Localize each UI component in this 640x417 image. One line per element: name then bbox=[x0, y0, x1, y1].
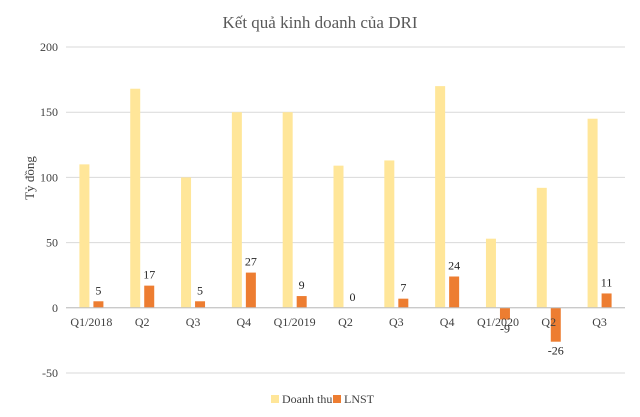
bar-doanh-thu bbox=[130, 88, 141, 308]
x-category-label: Q3 bbox=[186, 315, 201, 329]
bar-doanh-thu bbox=[384, 160, 395, 308]
x-category-label: Q2 bbox=[135, 315, 150, 329]
y-axis-ticks: -50 0 50 100 150 200 bbox=[40, 40, 58, 380]
x-category-label: Q1/2018 bbox=[70, 315, 112, 329]
bar-doanh-thu bbox=[536, 187, 547, 308]
bar-lnst bbox=[499, 307, 510, 320]
bar-lnst bbox=[449, 276, 460, 308]
bar-lnst bbox=[195, 301, 206, 308]
data-label: 11 bbox=[601, 275, 613, 289]
x-category-label: Q4 bbox=[237, 315, 252, 329]
y-tick-label: -50 bbox=[42, 366, 58, 380]
y-tick-label: 150 bbox=[40, 105, 58, 119]
bar-doanh-thu bbox=[333, 165, 344, 308]
data-label: 7 bbox=[400, 281, 406, 295]
bar-doanh-thu bbox=[485, 238, 496, 308]
x-axis-categories: Q1/2018 Q2 Q3 Q4 Q1/2019 Q2 Q3 Q4 Q1/2020 Q2 Q3 bbox=[70, 315, 607, 329]
bar-lnst bbox=[144, 285, 155, 308]
data-label: -9 bbox=[500, 322, 510, 336]
bar-doanh-thu bbox=[231, 112, 242, 308]
data-label: 0 bbox=[350, 290, 356, 304]
bar-lnst bbox=[93, 301, 104, 308]
bar-doanh-thu bbox=[181, 177, 192, 308]
data-label: 5 bbox=[197, 283, 203, 297]
data-labels: 5 17 5 27 9 0 7 24 -9 -26 11 bbox=[95, 255, 612, 358]
data-label: -26 bbox=[548, 344, 564, 358]
bars bbox=[79, 86, 612, 342]
bar-doanh-thu bbox=[79, 164, 90, 308]
legend-swatch bbox=[271, 395, 279, 403]
bar-lnst bbox=[296, 296, 307, 308]
bar-doanh-thu bbox=[435, 86, 446, 308]
bar-lnst bbox=[398, 298, 409, 308]
bar-doanh-thu bbox=[282, 112, 293, 308]
data-label: 5 bbox=[95, 283, 101, 297]
legend: Doanh thu LNST bbox=[271, 392, 375, 406]
x-category-label: Q3 bbox=[389, 315, 404, 329]
y-tick-label: 0 bbox=[52, 301, 58, 315]
y-tick-label: 100 bbox=[40, 170, 58, 184]
data-label: 9 bbox=[299, 278, 305, 292]
x-category-label: Q2 bbox=[541, 315, 556, 329]
bar-doanh-thu bbox=[587, 118, 598, 308]
data-label: 27 bbox=[245, 255, 257, 269]
legend-label: Doanh thu bbox=[282, 392, 332, 406]
x-category-label: Q2 bbox=[338, 315, 353, 329]
data-label: 24 bbox=[448, 259, 460, 273]
bar-lnst bbox=[245, 272, 256, 308]
x-category-label: Q1/2019 bbox=[274, 315, 316, 329]
chart-title: Kết quả kinh doanh của DRI bbox=[223, 13, 418, 32]
legend-swatch bbox=[333, 395, 341, 403]
x-category-label: Q4 bbox=[440, 315, 455, 329]
y-tick-label: 50 bbox=[46, 236, 58, 250]
y-tick-label: 200 bbox=[40, 40, 58, 54]
bar-lnst bbox=[550, 307, 561, 342]
x-category-label: Q1/2020 bbox=[477, 315, 519, 329]
bar-lnst bbox=[601, 293, 612, 308]
data-label: 17 bbox=[143, 268, 155, 282]
x-category-label: Q3 bbox=[592, 315, 607, 329]
y-axis-label: Tỷ đồng bbox=[22, 156, 37, 200]
legend-label: LNST bbox=[344, 392, 375, 406]
